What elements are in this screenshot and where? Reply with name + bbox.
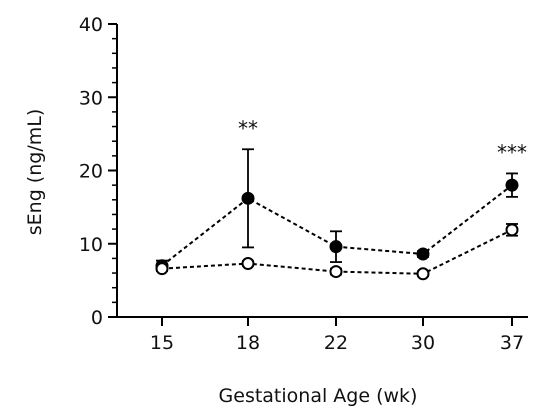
y-tick-label: 10 [79, 234, 103, 256]
y-tick-label: 0 [91, 307, 103, 329]
x-tick-label: 37 [500, 332, 524, 354]
x-tick-label: 15 [150, 332, 174, 354]
y-tick-label: 20 [79, 161, 103, 183]
open-point [155, 262, 169, 276]
series-line-0 [161, 184, 513, 267]
filled-point [329, 240, 343, 254]
significance-label: *** [497, 140, 527, 164]
x-tick-label: 22 [324, 332, 348, 354]
filled-point [505, 178, 519, 192]
axes: 0 10 20 30 40 15 18 22 30 37 [79, 14, 528, 354]
open-point [505, 223, 519, 237]
open-point [329, 265, 343, 279]
y-tick-label: 40 [79, 14, 103, 36]
y-axis-title: sEng (ng/mL) [24, 109, 46, 235]
x-tick-label: 30 [411, 332, 435, 354]
open-point [416, 267, 430, 281]
y-tick-label: 30 [79, 87, 103, 109]
series-layer: ***** [155, 116, 527, 281]
x-axis-title: Gestational Age (wk) [219, 385, 418, 407]
significance-label: ** [238, 116, 258, 140]
series-line-1 [161, 228, 513, 275]
filled-point [416, 247, 430, 261]
open-point [241, 257, 255, 271]
x-tick-label: 18 [236, 332, 260, 354]
filled-point [241, 191, 255, 205]
